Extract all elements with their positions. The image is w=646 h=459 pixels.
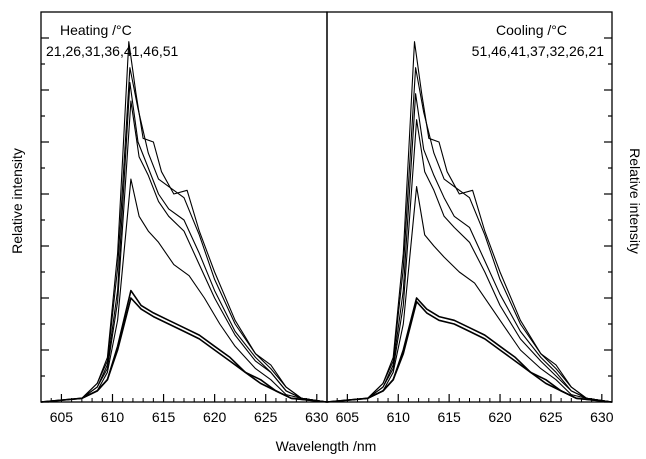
- series-line-1: [326, 41, 613, 403]
- series-line-5: [326, 186, 613, 403]
- x-tick-label: 605: [336, 409, 360, 425]
- annotation-temperatures: 21,26,31,36,41,46,51: [46, 43, 179, 59]
- x-tick-label: 630: [590, 409, 614, 425]
- series-line-3: [326, 93, 613, 403]
- series-line-3: [40, 82, 328, 403]
- series-line-7: [326, 300, 613, 403]
- series-line-6: [326, 297, 613, 403]
- x-tick-label: 620: [203, 409, 227, 425]
- series-line-7: [40, 297, 328, 403]
- plot-frame: [326, 11, 613, 403]
- series-line-5: [40, 178, 328, 403]
- x-tick-label: 605: [50, 409, 74, 425]
- series-line-4: [326, 119, 613, 403]
- x-tick-label: 615: [437, 409, 461, 425]
- series-line-1: [40, 41, 328, 403]
- x-tick-label: 610: [101, 409, 125, 425]
- annotation-title: Heating /°C: [60, 22, 132, 38]
- series-line-4: [40, 100, 328, 403]
- x-tick-label: 615: [152, 409, 176, 425]
- x-axis-title: Wavelength /nm: [276, 438, 377, 454]
- x-tick-label: 625: [254, 409, 278, 425]
- x-tick-label: 620: [488, 409, 512, 425]
- series-line-2: [40, 67, 328, 403]
- panel-right: 605 610 615 620 625 630 Cooling /°C 51,46,41,37…: [326, 11, 614, 425]
- panel-left: 605 610 615 620 625 630 Heating /°C 21,26,31,36…: [40, 11, 329, 425]
- annotation-title: Cooling /°C: [496, 22, 567, 38]
- series-line-2: [326, 67, 613, 403]
- y-axis-title-left: Relative intensity: [9, 148, 25, 254]
- annotation-temperatures: 51,46,41,37,32,26,21: [472, 43, 605, 59]
- x-tick-label: 625: [539, 409, 563, 425]
- y-axis-title-right: Relative intensity: [627, 148, 643, 254]
- x-tick-label: 630: [305, 409, 329, 425]
- plot-frame: [40, 11, 328, 403]
- x-tick-label: 610: [387, 409, 411, 425]
